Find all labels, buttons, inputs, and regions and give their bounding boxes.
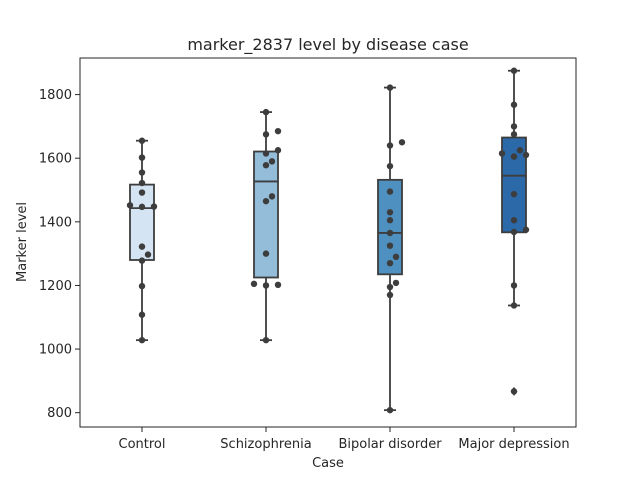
- data-point: [510, 228, 518, 236]
- y-tick-label: 1400: [39, 215, 72, 230]
- data-point: [144, 251, 152, 258]
- data-point: [274, 127, 282, 135]
- data-point: [510, 282, 518, 289]
- y-tick-label: 1800: [39, 88, 72, 103]
- data-point: [268, 158, 276, 165]
- data-point: [138, 243, 146, 250]
- data-point: [386, 217, 394, 224]
- data-point: [250, 280, 258, 288]
- data-point: [138, 282, 146, 290]
- x-tick-label: Bipolar disorder: [338, 437, 442, 452]
- data-point: [392, 253, 400, 261]
- x-axis-label: Case: [312, 456, 344, 471]
- data-point: [498, 150, 506, 157]
- data-point: [138, 169, 146, 176]
- data-point: [386, 188, 394, 195]
- data-point: [262, 282, 270, 289]
- plot-frame: [79, 57, 577, 428]
- data-point: [262, 336, 270, 344]
- data-point: [138, 137, 146, 144]
- data-point: [138, 179, 146, 187]
- data-point: [386, 259, 394, 267]
- data-point: [138, 189, 146, 196]
- data-point: [138, 154, 146, 161]
- data-point: [386, 283, 394, 291]
- data-point: [262, 197, 270, 205]
- data-point: [386, 84, 394, 91]
- data-point: [516, 147, 524, 154]
- data-point: [386, 229, 394, 237]
- swarm-group: [498, 67, 530, 395]
- data-point: [262, 108, 270, 116]
- data-point: [138, 336, 146, 344]
- box-group: [253, 111, 279, 342]
- data-point: [150, 203, 158, 210]
- data-point: [398, 139, 406, 146]
- data-point: [386, 406, 394, 414]
- y-tick-label: 1000: [39, 343, 72, 358]
- swarm-group: [386, 84, 406, 414]
- swarm-group: [250, 108, 282, 344]
- x-tick-label: Control: [119, 437, 166, 452]
- data-point: [262, 131, 270, 138]
- chart-title: marker_2837 level by disease case: [187, 35, 468, 55]
- data-point: [510, 123, 518, 130]
- swarm-group: [126, 137, 158, 344]
- data-point: [386, 291, 394, 299]
- data-point: [386, 209, 394, 216]
- y-tick-label: 1200: [39, 279, 72, 294]
- data-point: [386, 242, 394, 249]
- data-point: [262, 162, 270, 169]
- data-point: [510, 302, 518, 309]
- data-point: [126, 202, 134, 209]
- x-axis: Control Schizophrenia Bipolar disorder Majo…: [119, 427, 570, 452]
- data-point: [138, 257, 146, 264]
- data-point: [522, 151, 530, 159]
- data-point: [274, 147, 282, 154]
- data-point: [268, 193, 276, 200]
- data-point: [510, 153, 518, 160]
- data-point: [262, 150, 270, 157]
- x-tick-label: Schizophrenia: [220, 437, 311, 452]
- x-tick-label: Major depression: [458, 437, 569, 452]
- box-group: [501, 69, 527, 396]
- data-point: [274, 281, 282, 289]
- data-point: [386, 162, 394, 170]
- box-body: [501, 136, 527, 234]
- y-tick-label: 800: [47, 406, 72, 421]
- data-point: [262, 250, 270, 257]
- data-point: [522, 226, 530, 233]
- data-point: [510, 190, 518, 198]
- y-axis-label: Marker level: [15, 202, 30, 282]
- data-point: [510, 101, 518, 108]
- box-body: [253, 150, 279, 279]
- data-point: [386, 142, 394, 149]
- data-point: [138, 203, 146, 211]
- data-point: [510, 217, 518, 224]
- data-point: [510, 67, 518, 74]
- data-point: [392, 279, 400, 287]
- data-point: [510, 131, 518, 138]
- plot-area: [126, 67, 530, 414]
- y-axis: 800 1000 1200 1400 1600 1800: [39, 88, 80, 421]
- data-point: [138, 311, 146, 318]
- y-tick-label: 1600: [39, 152, 72, 167]
- data-point: [510, 388, 518, 395]
